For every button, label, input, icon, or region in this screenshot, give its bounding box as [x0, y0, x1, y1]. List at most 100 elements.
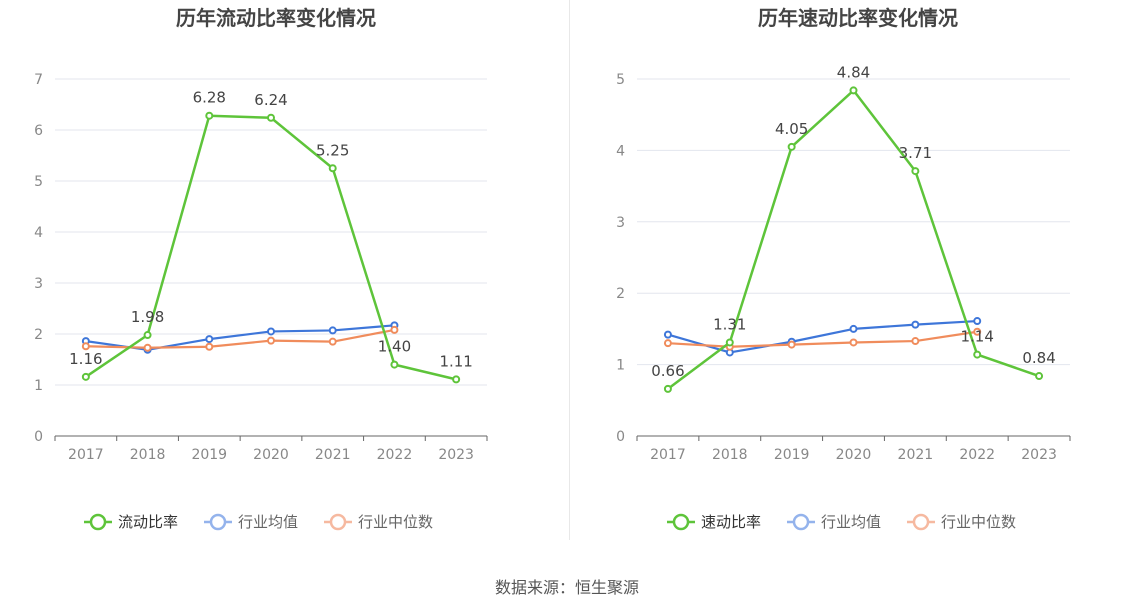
data-point-main: [81, 372, 90, 381]
x-tick-label: 2018: [130, 447, 166, 463]
legend-item-median[interactable]: 行业中位数: [907, 513, 1016, 531]
y-tick-label: 3: [34, 276, 43, 292]
data-source-note: 数据来源：恒生聚源: [494, 578, 639, 597]
legend-label: 速动比率: [701, 513, 761, 531]
y-tick-label: 4: [34, 225, 43, 241]
legend-item-avg[interactable]: 行业均值: [204, 513, 298, 531]
x-tick-label: 2017: [650, 447, 686, 463]
data-point-main: [973, 350, 982, 359]
legend-item-main[interactable]: 速动比率: [667, 513, 761, 531]
chart-title: 历年流动比率变化情况: [176, 6, 376, 30]
data-point-avg: [911, 320, 920, 329]
data-label: 3.71: [899, 144, 932, 162]
data-point-median: [973, 327, 982, 336]
legend-swatch-marker: [912, 513, 930, 531]
y-tick-label: 7: [34, 72, 43, 88]
data-label: 4.05: [775, 120, 808, 138]
legend-item-main[interactable]: 流动比率: [84, 513, 178, 531]
x-tick-label: 2021: [898, 447, 934, 463]
x-tick-label: 2019: [191, 447, 227, 463]
data-label: 1.31: [713, 315, 746, 333]
x-tick-label: 2023: [1021, 447, 1057, 463]
x-tick-label: 2022: [377, 447, 413, 463]
y-tick-label: 3: [616, 215, 625, 231]
series-line-median: [667, 330, 978, 348]
y-tick-label: 5: [616, 72, 625, 88]
data-point-main: [725, 338, 734, 347]
x-tick-label: 2019: [774, 447, 810, 463]
chart-title: 历年速动比率变化情况: [758, 6, 958, 30]
legend-item-avg[interactable]: 行业均值: [787, 513, 881, 531]
data-point-main: [911, 167, 920, 176]
y-tick-label: 4: [616, 143, 625, 159]
x-tick-label: 2018: [712, 447, 748, 463]
data-point-main: [663, 384, 672, 393]
legend-label: 行业均值: [821, 513, 881, 531]
chart-panel-1: 历年流动比率变化情况 0 1 2 3 4 5 6 7 2017 2018 2019 2020 2021 20…: [34, 6, 488, 531]
data-point-main: [849, 86, 858, 95]
chart-panel-2: 历年速动比率变化情况 0 1 2 3 4 5 2017 2018 2019 2020 2021 2022…: [616, 6, 1071, 531]
data-point-median: [267, 336, 275, 345]
data-point-avg: [328, 326, 337, 335]
data-point-main: [205, 111, 214, 120]
legend-swatch-marker: [89, 513, 107, 531]
legend-swatch-marker: [209, 513, 227, 531]
data-point-main: [328, 164, 337, 173]
legend-swatch-marker: [792, 513, 810, 531]
y-tick-label: 0: [616, 429, 625, 445]
data-point-main: [787, 142, 796, 151]
data-point-main: [143, 331, 152, 340]
y-tick-label: 1: [616, 358, 625, 374]
data-point-median: [81, 342, 90, 351]
data-point-main: [1035, 372, 1044, 381]
x-tick-label: 2020: [836, 447, 872, 463]
data-point-avg: [205, 335, 214, 344]
y-tick-label: 2: [616, 286, 625, 302]
data-label: 1.11: [439, 352, 472, 370]
legend-swatch-marker: [329, 513, 347, 531]
data-point-main: [452, 375, 461, 384]
data-point-median: [849, 338, 858, 347]
data-point-main: [390, 360, 399, 369]
data-point-median: [328, 337, 337, 346]
panel-divider: [569, 0, 570, 540]
data-label: 1.14: [961, 328, 994, 346]
data-label: 1.98: [131, 308, 164, 326]
y-tick-label: 5: [34, 174, 43, 190]
series-line-median: [85, 328, 395, 349]
legend-item-median[interactable]: 行业中位数: [324, 513, 433, 531]
data-label: 5.25: [316, 141, 349, 159]
data-label: 1.16: [69, 350, 102, 368]
data-label: 0.66: [651, 362, 684, 380]
x-tick-label: 2023: [438, 447, 474, 463]
legend-label: 流动比率: [118, 513, 178, 531]
data-point-median: [911, 337, 920, 346]
data-point-avg: [973, 317, 982, 326]
data-label: 1.40: [378, 338, 411, 356]
legend-label: 行业均值: [238, 513, 298, 531]
x-tick-label: 2022: [959, 447, 995, 463]
legend-label: 行业中位数: [941, 513, 1016, 531]
data-point-avg: [267, 327, 275, 336]
y-tick-label: 1: [34, 378, 43, 394]
data-point-main: [267, 113, 275, 122]
data-label: 6.24: [254, 91, 287, 109]
legend-label: 行业中位数: [358, 513, 433, 531]
data-point-median: [390, 325, 399, 334]
y-tick-label: 6: [34, 123, 43, 139]
x-tick-label: 2017: [68, 447, 104, 463]
data-label: 6.28: [193, 89, 226, 107]
y-tick-label: 0: [34, 429, 43, 445]
x-tick-label: 2020: [253, 447, 289, 463]
data-point-avg: [663, 330, 672, 339]
data-point-median: [143, 343, 152, 352]
data-point-median: [205, 342, 214, 351]
data-point-avg: [849, 324, 858, 333]
data-point-median: [787, 340, 796, 349]
data-label: 0.84: [1022, 349, 1055, 367]
legend-swatch-marker: [672, 513, 690, 531]
data-point-median: [663, 339, 672, 348]
data-label: 4.84: [837, 63, 870, 81]
